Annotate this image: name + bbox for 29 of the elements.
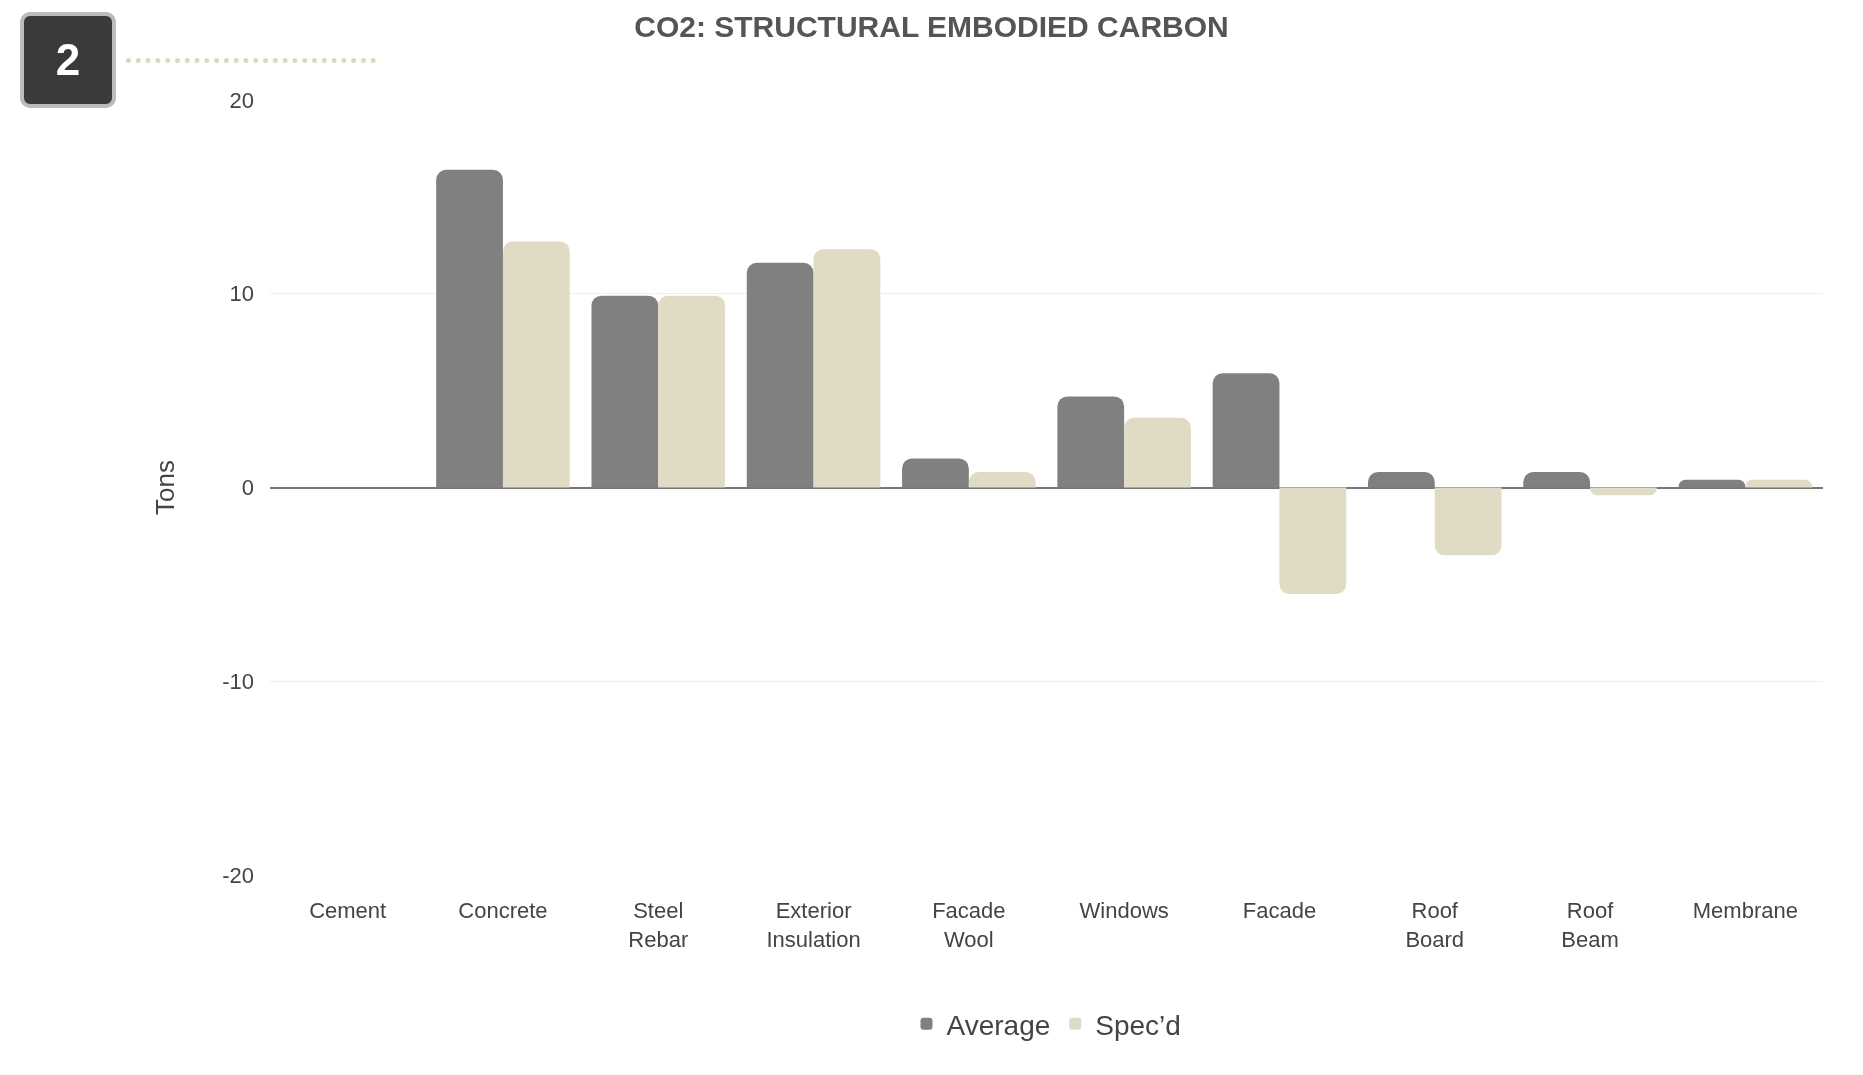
bar	[1434, 487, 1502, 556]
x-tick-label: Roof Board	[1405, 898, 1465, 952]
x-tick-label: Exterior Insulation	[766, 898, 861, 952]
x-tick-label: Concrete	[458, 898, 548, 923]
y-tick-label: -10	[222, 668, 254, 694]
legend-label: Spec’d	[1095, 1009, 1181, 1041]
y-tick-label: 0	[241, 475, 254, 501]
x-tick-label: Roof Beam	[1561, 898, 1619, 952]
bar	[813, 249, 881, 488]
bar	[1279, 487, 1347, 595]
x-tick-label: Steel Rebar	[628, 898, 689, 952]
bar	[1124, 417, 1191, 488]
bar	[1745, 479, 1813, 488]
bar	[658, 295, 726, 488]
y-tick-label: 10	[229, 281, 254, 307]
x-tick-label: Cement	[309, 898, 387, 923]
y-tick-label: -20	[222, 862, 254, 888]
legend-label: Average	[946, 1009, 1051, 1041]
x-tick-label: Windows	[1079, 898, 1169, 923]
y-axis-title: Tons	[149, 460, 180, 515]
x-tick-label: Membrane	[1692, 898, 1798, 923]
bar	[968, 472, 1036, 488]
x-tick-label: Facade Wool	[932, 898, 1006, 952]
text: 2	[20, 12, 116, 108]
bar	[1590, 487, 1657, 496]
y-tick-label: 20	[229, 87, 254, 113]
x-tick-label: Facade	[1242, 898, 1317, 923]
chart-title: CO2: STRUCTURAL EMBODIED CARBON	[634, 10, 1229, 44]
bar	[502, 241, 570, 488]
